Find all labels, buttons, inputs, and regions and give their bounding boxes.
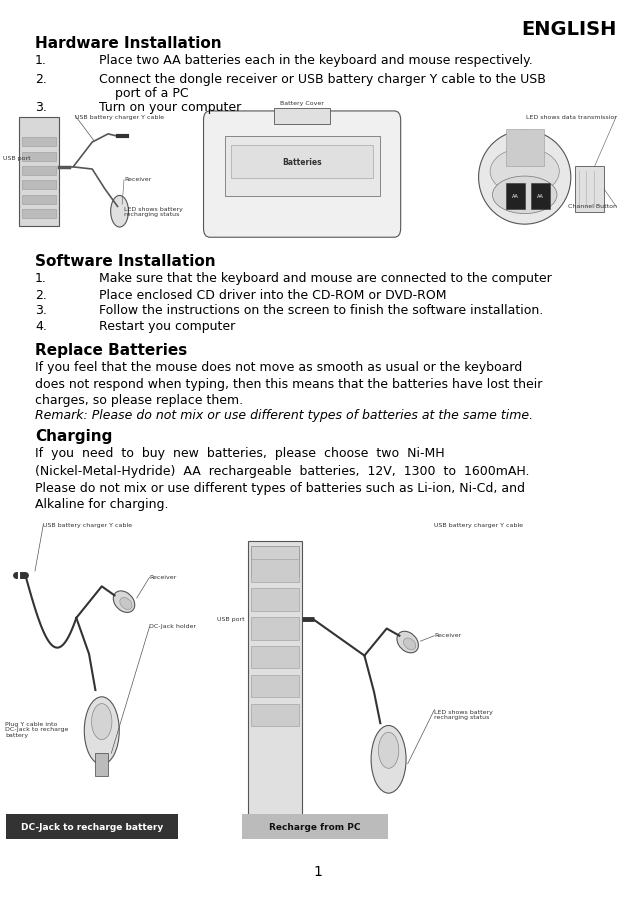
Text: DC-Jack holder: DC-Jack holder [149, 624, 197, 630]
Text: Receiver: Receiver [124, 177, 151, 182]
Ellipse shape [490, 148, 559, 195]
Text: Make sure that the keyboard and mouse are connected to the computer: Make sure that the keyboard and mouse ar… [99, 272, 551, 285]
Bar [251, 546, 299, 577]
Text: 4.: 4. [35, 320, 47, 333]
Bar [251, 559, 299, 582]
Bar [251, 646, 299, 668]
Bar [531, 183, 550, 209]
Text: USB battery charger Y cable: USB battery charger Y cable [434, 523, 523, 529]
Text: port of a PC: port of a PC [99, 87, 188, 99]
Bar [231, 145, 373, 178]
Text: Software Installation: Software Installation [35, 254, 216, 270]
Text: USB battery charger Y cable: USB battery charger Y cable [43, 523, 132, 529]
Text: Battery Cover: Battery Cover [280, 100, 324, 106]
Bar [275, 108, 329, 124]
Text: Remark: Please do not mix or use different types of batteries at the same time.: Remark: Please do not mix or use differe… [35, 409, 533, 421]
Text: Place enclosed CD driver into the CD-ROM or DVD-ROM: Place enclosed CD driver into the CD-ROM… [99, 289, 446, 301]
Text: Please do not mix or use different types of batteries such as Li-ion, Ni-Cd, and: Please do not mix or use different types… [35, 482, 525, 494]
Ellipse shape [92, 704, 112, 740]
Ellipse shape [371, 725, 406, 793]
Bar [22, 209, 56, 218]
Text: Recharge from PC: Recharge from PC [269, 823, 361, 832]
Text: LED shows battery
recharging status: LED shows battery recharging status [124, 207, 183, 217]
Bar [251, 617, 299, 640]
Bar [22, 137, 56, 146]
Text: Hardware Installation: Hardware Installation [35, 36, 221, 51]
Text: 1.: 1. [35, 272, 47, 285]
Ellipse shape [113, 591, 135, 612]
Ellipse shape [492, 176, 557, 214]
Text: ENGLISH: ENGLISH [522, 20, 617, 39]
Text: LED shows data transmissior: LED shows data transmissior [526, 115, 617, 120]
Bar [506, 183, 525, 209]
Text: 2.: 2. [35, 73, 47, 86]
Bar [251, 588, 299, 611]
Text: Batteries: Batteries [282, 159, 322, 168]
Text: 1.: 1. [35, 54, 47, 67]
Text: AA: AA [512, 194, 518, 198]
Text: 2.: 2. [35, 289, 47, 301]
Text: Replace Batteries: Replace Batteries [35, 343, 187, 358]
Text: AA: AA [537, 194, 544, 198]
Ellipse shape [111, 196, 128, 227]
Bar [22, 166, 56, 175]
Ellipse shape [478, 131, 571, 225]
Text: Plug Y cable into
DC-Jack to recharge
battery: Plug Y cable into DC-Jack to recharge ba… [5, 722, 69, 738]
Text: Place two AA batteries each in the keyboard and mouse respectively.: Place two AA batteries each in the keybo… [99, 54, 532, 67]
Text: USB port: USB port [3, 155, 31, 161]
Ellipse shape [85, 697, 120, 765]
Text: DC-Jack to recharge battery: DC-Jack to recharge battery [21, 823, 163, 832]
Bar [6, 814, 178, 839]
Bar [22, 180, 56, 189]
Bar [95, 753, 108, 776]
Text: Channel Button: Channel Button [568, 204, 617, 209]
Text: Follow the instructions on the screen to finish the software installation.: Follow the instructions on the screen to… [99, 304, 543, 317]
Text: USB port: USB port [218, 617, 245, 622]
Bar [225, 136, 380, 196]
Bar [248, 541, 302, 821]
Bar [22, 152, 56, 161]
Text: Receiver: Receiver [149, 575, 177, 580]
Text: does not respond when typing, then this means that the batteries have lost their: does not respond when typing, then this … [35, 378, 543, 391]
Text: Restart you computer: Restart you computer [99, 320, 235, 333]
Bar [506, 129, 544, 166]
Text: (Nickel-Metal-Hydride)  AA  rechargeable  batteries,  12V,  1300  to  1600mAH.: (Nickel-Metal-Hydride) AA rechargeable b… [35, 465, 530, 477]
Text: Alkaline for charging.: Alkaline for charging. [35, 498, 169, 511]
Text: USB battery charger Y cable: USB battery charger Y cable [75, 115, 164, 120]
Text: charges, so please replace them.: charges, so please replace them. [35, 394, 243, 407]
Text: Turn on your computer: Turn on your computer [99, 101, 241, 114]
Text: Connect the dongle receiver or USB battery charger Y cable to the USB: Connect the dongle receiver or USB batte… [99, 73, 546, 86]
Text: 1: 1 [314, 865, 322, 879]
Text: 3.: 3. [35, 101, 47, 114]
Bar [576, 166, 604, 212]
Text: Charging: Charging [35, 429, 113, 445]
Text: 3.: 3. [35, 304, 47, 317]
Ellipse shape [120, 597, 132, 610]
Bar [251, 675, 299, 697]
Text: If you feel that the mouse does not move as smooth as usual or the keyboard: If you feel that the mouse does not move… [35, 361, 522, 373]
Text: LED shows battery
recharging status: LED shows battery recharging status [434, 710, 494, 721]
Bar [242, 814, 388, 839]
Bar [22, 195, 56, 204]
Text: Receiver: Receiver [434, 633, 462, 639]
Bar [251, 704, 299, 726]
Text: If  you  need  to  buy  new  batteries,  please  choose  two  Ni-MH: If you need to buy new batteries, please… [35, 447, 445, 460]
Bar [19, 117, 59, 226]
Ellipse shape [397, 631, 418, 653]
Ellipse shape [403, 638, 416, 649]
FancyBboxPatch shape [204, 111, 401, 237]
Ellipse shape [378, 732, 399, 769]
